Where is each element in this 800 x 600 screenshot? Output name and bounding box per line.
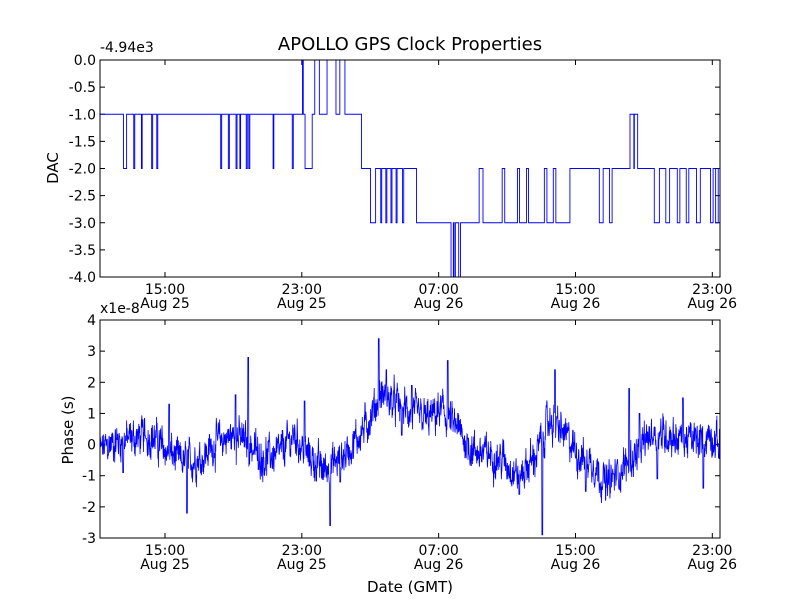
dac-offset-label: -4.94e3 [100,40,154,56]
dac-xtick-time: 15:00 [555,282,595,298]
phase-xtick-date: Aug 26 [551,557,601,573]
dac-plot-frame [99,59,721,278]
phase-xtick-time: 23:00 [692,543,732,559]
dac-ytick-label: -3.5 [69,243,96,259]
phase-y-ticks: 4 3 2 1 0 -1 -2 -3 [82,313,720,547]
dac-xtick-date: Aug 25 [277,296,327,312]
dac-ytick-label: -2.0 [69,162,96,178]
dac-xtick-date: Aug 26 [551,296,601,312]
phase-ytick-label: 3 [87,344,96,360]
phase-xtick-date: Aug 26 [414,557,464,573]
phase-ytick-label: -2 [82,500,96,516]
dac-ytick-label: -1.0 [69,107,96,123]
dac-xtick-date: Aug 25 [140,296,190,312]
phase-ytick-label: 4 [87,313,96,329]
phase-series-line [99,338,721,536]
dac-ytick-label: -1.5 [69,134,96,150]
dac-ytick-label: -4.0 [69,270,96,286]
phase-xtick-time: 15:00 [555,543,595,559]
phase-xtick-time: 23:00 [282,543,322,559]
dac-panel: -4.94e3 DAC 0.0 -0.5 -1.0 -1.5 -2.0 -2.5 -3.0 -… [44,40,737,312]
dac-y-axis-label: DAC [44,152,62,184]
phase-x-axis-label: Date (GMT) [367,578,453,596]
phase-xtick-date: Aug 25 [277,557,327,573]
phase-xtick-time: 15:00 [145,543,185,559]
dac-xtick-date: Aug 26 [687,296,737,312]
dac-xtick-time: 07:00 [418,282,458,298]
phase-offset-label: x1e-8 [100,301,140,317]
dac-xtick-time: 23:00 [282,282,322,298]
dac-series-line [100,59,720,278]
phase-ytick-label: -1 [82,469,96,485]
phase-ytick-label: 1 [87,406,96,422]
phase-y-axis-label: Phase (s) [59,395,77,464]
phase-plot-frame [99,319,721,539]
dac-xtick-date: Aug 26 [414,296,464,312]
dac-ytick-label: -3.0 [69,216,96,232]
phase-ytick-label: -3 [82,531,96,547]
phase-xtick-date: Aug 25 [140,557,190,573]
dac-ytick-label: 0.0 [74,53,96,69]
chart-title: APOLLO GPS Clock Properties [278,34,542,55]
phase-ytick-label: 0 [87,438,96,454]
dac-xtick-time: 15:00 [145,282,185,298]
dac-y-ticks: 0.0 -0.5 -1.0 -1.5 -2.0 -2.5 -3.0 -3.5 -4.0 [69,53,720,286]
phase-xtick-date: Aug 26 [687,557,737,573]
phase-ytick-label: 2 [87,375,96,391]
dac-ytick-label: -2.5 [69,189,96,205]
phase-xtick-time: 07:00 [418,543,458,559]
dac-ytick-label: -0.5 [69,80,96,96]
dac-xtick-time: 23:00 [692,282,732,298]
